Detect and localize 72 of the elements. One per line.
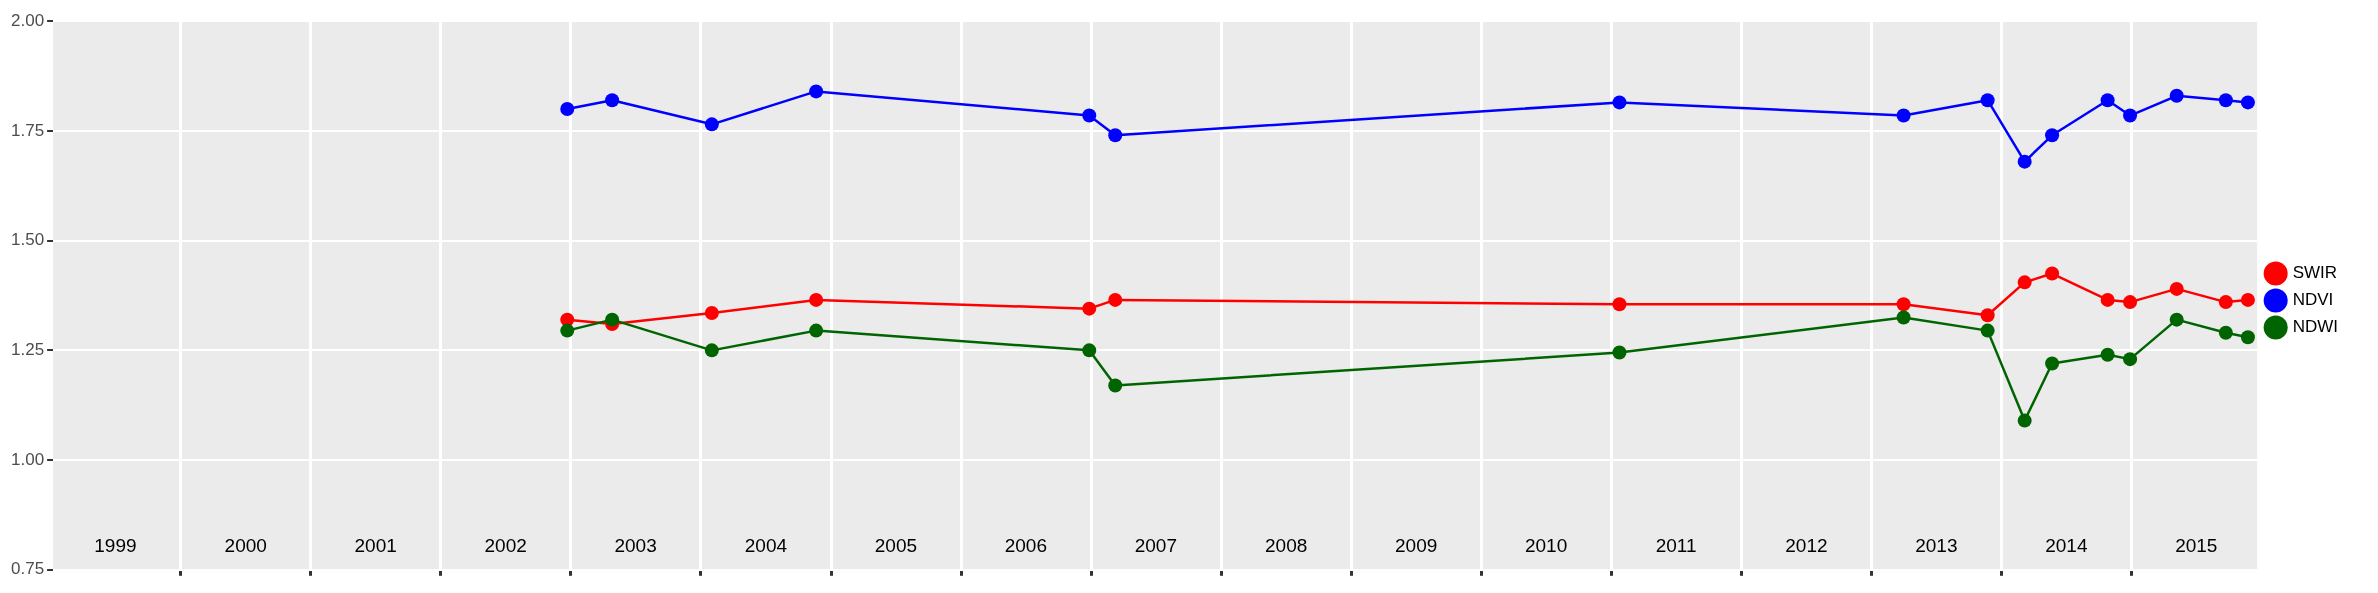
point [2017,413,2032,428]
point [1896,108,1911,123]
point [809,292,824,307]
point [1612,345,1627,360]
point [1896,310,1911,325]
x-tick-label: 2002 [484,535,527,557]
point [2045,266,2060,281]
point [2123,108,2138,123]
point [2218,325,2233,340]
point [1980,323,1995,338]
point [2218,93,2233,108]
y-tick-label: 2.00 [10,10,45,30]
legend-label: NDVI [2292,290,2334,310]
point [2169,88,2184,103]
y-tick-label: 1.50 [10,230,45,250]
point [1082,343,1097,358]
point [1612,95,1627,110]
point [2123,295,2138,310]
point [2017,275,2032,290]
point [809,84,824,99]
point [1612,297,1627,312]
point [704,306,719,321]
point [704,343,719,358]
point [1108,292,1123,307]
point [1896,297,1911,312]
point [2100,347,2115,362]
x-tick-label: 2012 [1785,535,1828,557]
x-tick-label: 2001 [354,535,397,557]
point [2045,356,2060,371]
x-tick-label: 2003 [614,535,657,557]
point [704,117,719,132]
point [605,312,620,327]
point [605,93,620,108]
point [1980,308,1995,323]
point [809,323,824,338]
point [2240,95,2255,110]
point [2017,154,2032,169]
legend-label: SWIR [2292,263,2338,283]
y-tick-label: 1.25 [10,340,45,360]
point [560,323,575,338]
point [1108,378,1123,393]
x-tick-label: 2009 [1394,535,1438,557]
point [1082,301,1097,316]
x-tick-label: 1999 [94,535,137,557]
point [2218,295,2233,310]
x-tick-label: 2004 [744,535,788,557]
point [2100,93,2115,108]
point [2045,128,2060,143]
point [560,101,575,116]
point [1082,108,1097,123]
x-tick-label: 2010 [1524,535,1568,557]
x-tick-label: 2013 [1915,535,1958,557]
point [2240,330,2255,345]
x-tick-label: 2008 [1265,535,1308,557]
point [2240,292,2255,307]
point [1980,93,1995,108]
x-tick-label: 2015 [2175,535,2218,557]
point [2169,312,2184,327]
x-tick-label: 2006 [1004,535,1048,557]
x-tick-label: 2005 [874,535,918,557]
y-tick-label: 1.00 [10,449,45,469]
point [2123,352,2138,367]
y-tick-label: 1.75 [10,120,45,140]
point [2100,292,2115,307]
x-tick-label: 2011 [1655,535,1697,557]
x-tick-label: 2007 [1134,535,1177,557]
y-tick-label: 0.75 [10,559,45,579]
x-tick-label: 2000 [224,535,267,557]
x-tick-label: 2014 [2045,535,2088,557]
point [2169,281,2184,296]
legend-label: NDWI [2292,317,2339,337]
point [1108,128,1123,143]
